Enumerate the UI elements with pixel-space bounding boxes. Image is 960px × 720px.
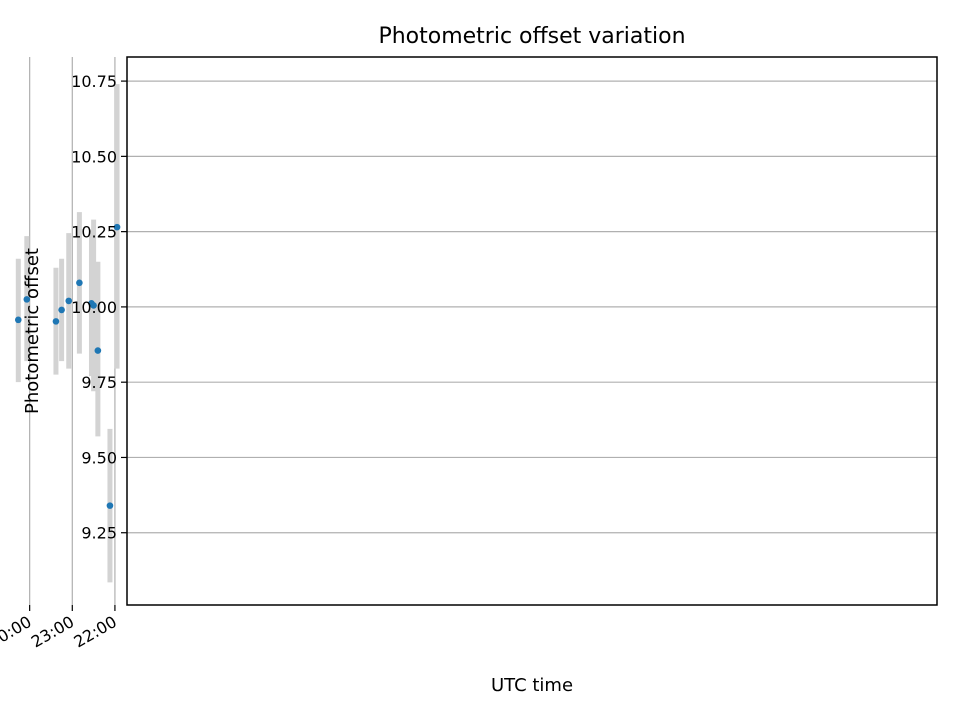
data-point bbox=[14, 316, 22, 324]
y-axis-label: Photometric offset bbox=[22, 248, 43, 414]
chart-title: Photometric offset variation bbox=[378, 24, 685, 49]
y-tick-label: 10.25 bbox=[71, 223, 117, 242]
x-tick-label: 22:00 bbox=[70, 612, 119, 652]
y-tick-label: 10.75 bbox=[71, 72, 117, 91]
y-tick-label: 10.50 bbox=[71, 147, 117, 166]
data-point bbox=[23, 296, 31, 303]
data-point bbox=[106, 502, 114, 509]
y-tick-label: 9.25 bbox=[81, 524, 117, 543]
data-point bbox=[52, 318, 60, 325]
data-point bbox=[113, 223, 121, 231]
x-tick-label: 23:00 bbox=[28, 612, 77, 652]
x-tick-label: 00:00 bbox=[0, 612, 35, 652]
grid bbox=[29, 57, 937, 605]
data-point bbox=[88, 299, 95, 307]
y-tick-label: 9.50 bbox=[81, 448, 117, 467]
x-axis-label: UTC time bbox=[491, 675, 573, 696]
plot-frame bbox=[126, 56, 938, 606]
data-points bbox=[14, 223, 121, 509]
data-point bbox=[94, 347, 102, 354]
y-axis: 9.25 9.50 9.75 10.00 10.25 10.50 10.75 bbox=[71, 72, 127, 543]
y-tick-label: 9.75 bbox=[81, 373, 117, 392]
data-point bbox=[65, 297, 73, 305]
data-point bbox=[58, 306, 65, 314]
y-tick-label: 10.00 bbox=[71, 298, 117, 317]
data-point bbox=[76, 279, 83, 287]
